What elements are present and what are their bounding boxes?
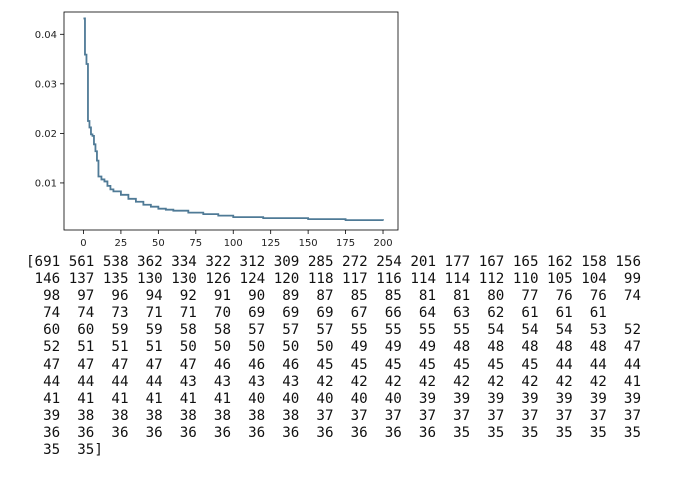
x-axis: 0 25 50 75 100 125 150 175 200 xyxy=(80,230,393,249)
x-tick-label: 125 xyxy=(261,238,280,249)
console-line: [691 561 538 362 334 322 312 309 285 272… xyxy=(26,254,641,270)
console-line: 39 38 38 38 38 38 38 38 37 37 37 37 37 3… xyxy=(26,407,641,424)
x-tick-label: 0 xyxy=(80,238,86,249)
console-line: 74 74 73 71 71 70 69 69 69 67 66 64 63 6… xyxy=(26,305,607,322)
plot-area xyxy=(63,11,399,231)
console-output: [691 561 538 362 334 322 312 309 285 272… xyxy=(26,254,641,459)
y-tick-label: 0.03 xyxy=(35,79,57,90)
x-tick-label: 50 xyxy=(152,238,165,249)
x-tick-label: 75 xyxy=(189,238,202,249)
x-tick-label: 100 xyxy=(224,238,243,249)
series-line-0 xyxy=(83,17,384,221)
x-tick-label: 175 xyxy=(336,238,355,249)
console-line: 35 35] xyxy=(26,442,103,459)
console-line: 98 97 96 94 92 91 90 89 87 85 85 81 81 8… xyxy=(26,288,641,305)
console-line: 47 47 47 47 47 46 46 46 45 45 45 45 45 4… xyxy=(26,356,641,373)
console-line: 52 51 51 51 50 50 50 50 50 49 49 49 48 4… xyxy=(26,339,641,356)
y-tick-label: 0.04 xyxy=(35,30,57,41)
y-tick-label: 0.01 xyxy=(35,178,57,189)
console-line: 36 36 36 36 36 36 36 36 36 36 36 36 35 3… xyxy=(26,424,641,441)
x-tick-label: 150 xyxy=(299,238,318,249)
x-tick-label: 200 xyxy=(373,238,392,249)
y-axis: 0.01 0.02 0.03 0.04 xyxy=(35,30,64,189)
console-line: 44 44 44 44 43 43 43 43 42 42 42 42 42 4… xyxy=(26,373,641,390)
line-chart: 0 25 50 75 100 125 150 175 200 0.01 0.02 0.03 0.04 xyxy=(35,11,399,249)
console-line: 41 41 41 41 41 41 40 40 40 40 40 39 39 3… xyxy=(26,390,641,407)
plot-frame xyxy=(63,11,399,231)
y-tick-label: 0.02 xyxy=(35,129,57,140)
console-line: 146 137 135 130 130 126 124 120 118 117 … xyxy=(26,271,641,288)
x-tick-label: 25 xyxy=(115,238,128,249)
console-line: 60 60 59 59 58 58 57 57 57 55 55 55 55 5… xyxy=(26,322,641,339)
